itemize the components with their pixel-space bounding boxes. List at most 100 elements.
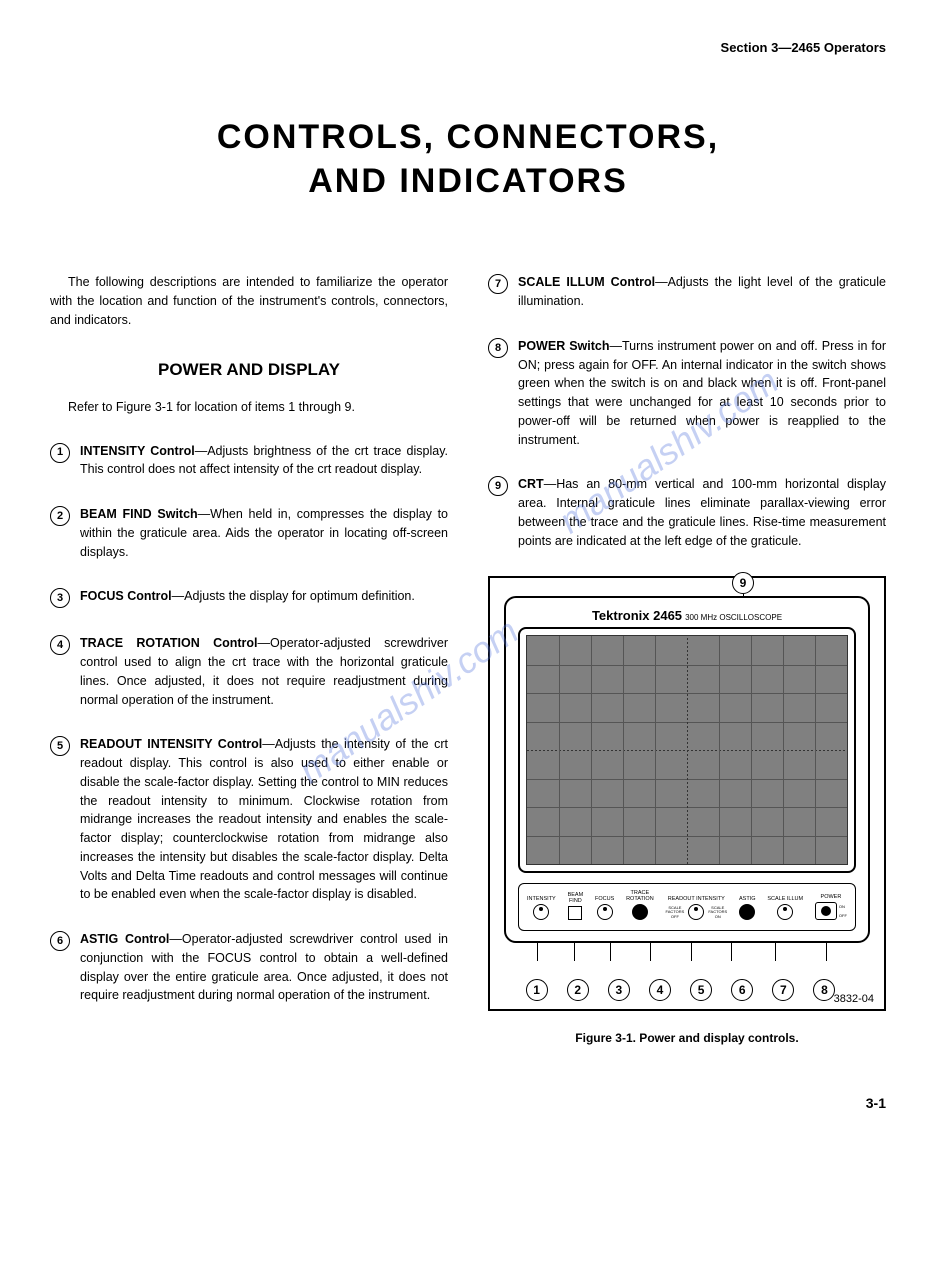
power-control: POWER ON OFF xyxy=(815,894,847,920)
scope-type: 300 MHz OSCILLOSCOPE xyxy=(685,613,782,622)
item-label: READOUT INTENSITY Control xyxy=(80,737,262,751)
sub-label: SCALEFACTORSON xyxy=(708,906,727,919)
item-text: BEAM FIND Switch—When held in, compresse… xyxy=(80,505,448,561)
gridline xyxy=(655,636,656,864)
control-panel: INTENSITY BEAMFIND FOCUS TRACEROTAT xyxy=(518,883,856,931)
item-text: CRT—Has an 80-mm vertical and 100-mm hor… xyxy=(518,475,886,550)
control-label: ASTIG xyxy=(739,896,756,902)
callout-number: 5 xyxy=(690,979,712,1001)
item-label: TRACE ROTATION Control xyxy=(80,636,258,650)
item-5: 5 READOUT INTENSITY Control—Adjusts the … xyxy=(50,735,448,904)
item-number: 5 xyxy=(50,736,70,756)
item-label: CRT xyxy=(518,477,544,491)
oscilloscope-diagram: 9 Tektronix 2465 300 MHz OSCILLOSCOPE xyxy=(504,596,870,1001)
item-3: 3 FOCUS Control—Adjusts the display for … xyxy=(50,587,448,608)
callout-number: 1 xyxy=(526,979,548,1001)
knob-icon xyxy=(632,904,648,920)
figure-3-1: 9 Tektronix 2465 300 MHz OSCILLOSCOPE xyxy=(488,576,886,1011)
control-label: TRACEROTATION xyxy=(626,890,654,902)
trace-rotation-control: TRACEROTATION xyxy=(626,890,654,920)
callout-number: 9 xyxy=(732,572,754,594)
beam-find-control: BEAMFIND xyxy=(568,892,584,920)
gridline xyxy=(783,636,784,864)
gridline xyxy=(623,636,624,864)
knob-icon xyxy=(777,904,793,920)
crt-screen xyxy=(526,635,848,865)
left-column: The following descriptions are intended … xyxy=(50,273,448,1045)
control-label: READOUT INTENSITY xyxy=(668,896,725,902)
knob-icon xyxy=(739,904,755,920)
title-line-1: CONTROLS, CONNECTORS, xyxy=(217,118,719,156)
item-label: POWER Switch xyxy=(518,339,610,353)
callout-lines xyxy=(504,943,870,961)
control-label: SCALE ILLUM xyxy=(767,896,803,902)
item-text: READOUT INTENSITY Control—Adjusts the in… xyxy=(80,735,448,904)
item-4: 4 TRACE ROTATION Control—Operator-adjust… xyxy=(50,634,448,709)
item-number: 8 xyxy=(488,338,508,358)
item-label: BEAM FIND Switch xyxy=(80,507,198,521)
readout-intensity-control: READOUT INTENSITY SCALEFACTORSOFF SCALEF… xyxy=(666,896,728,920)
item-text: INTENSITY Control—Adjusts brightness of … xyxy=(80,442,448,480)
callout-number: 4 xyxy=(649,979,671,1001)
item-number: 9 xyxy=(488,476,508,496)
scope-body: Tektronix 2465 300 MHz OSCILLOSCOPE xyxy=(504,596,870,943)
item-7: 7 SCALE ILLUM Control—Adjusts the light … xyxy=(488,273,886,311)
intensity-control: INTENSITY xyxy=(527,896,556,920)
item-desc: —Has an 80-mm vertical and 100-mm horizo… xyxy=(518,477,886,547)
item-label: ASTIG Control xyxy=(80,932,169,946)
item-text: ASTIG Control—Operator-adjusted screwdri… xyxy=(80,930,448,1005)
title-line-2: AND INDICATORS xyxy=(308,162,628,200)
gridline xyxy=(559,636,560,864)
knob-icon xyxy=(533,904,549,920)
item-text: TRACE ROTATION Control—Operator-adjusted… xyxy=(80,634,448,709)
item-label: FOCUS Control xyxy=(80,589,172,603)
gridline xyxy=(815,636,816,864)
knob-icon xyxy=(597,904,613,920)
figure-id: 3832-04 xyxy=(834,993,874,1005)
sub-label: SCALEFACTORSOFF xyxy=(666,906,685,919)
intro-paragraph: The following descriptions are intended … xyxy=(50,273,448,329)
item-number: 7 xyxy=(488,274,508,294)
knob-icon xyxy=(688,904,704,920)
item-8: 8 POWER Switch—Turns instrument power on… xyxy=(488,337,886,450)
item-number: 3 xyxy=(50,588,70,608)
control-label: BEAMFIND xyxy=(568,892,584,904)
scope-label: Tektronix 2465 300 MHz OSCILLOSCOPE xyxy=(518,608,856,623)
item-label: SCALE ILLUM Control xyxy=(518,275,655,289)
page-title: CONTROLS, CONNECTORS, AND INDICATORS xyxy=(50,115,886,203)
gridline xyxy=(591,636,592,864)
item-9: 9 CRT—Has an 80-mm vertical and 100-mm h… xyxy=(488,475,886,550)
content-columns: The following descriptions are intended … xyxy=(50,273,886,1045)
section-header: Section 3—2465 Operators xyxy=(50,40,886,55)
item-number: 4 xyxy=(50,635,70,655)
gridline xyxy=(751,636,752,864)
callout-number: 6 xyxy=(731,979,753,1001)
power-button-icon xyxy=(815,902,837,920)
scale-illum-control: SCALE ILLUM xyxy=(767,896,803,920)
item-text: FOCUS Control—Adjusts the display for op… xyxy=(80,587,448,608)
brand-name: Tektronix 2465 xyxy=(592,608,682,623)
callout-number: 8 xyxy=(813,979,835,1001)
page-number: 3-1 xyxy=(50,1095,886,1111)
item-2: 2 BEAM FIND Switch—When held in, compres… xyxy=(50,505,448,561)
right-column: 7 SCALE ILLUM Control—Adjusts the light … xyxy=(488,273,886,1045)
callout-row: 1 2 3 4 5 6 7 8 xyxy=(504,979,870,1001)
figure-caption: Figure 3-1. Power and display controls. xyxy=(488,1031,886,1045)
item-number: 2 xyxy=(50,506,70,526)
item-number: 1 xyxy=(50,443,70,463)
callout-number: 2 xyxy=(567,979,589,1001)
item-label: INTENSITY Control xyxy=(80,444,195,458)
control-label: INTENSITY xyxy=(527,896,556,902)
callout-number: 7 xyxy=(772,979,794,1001)
gridline xyxy=(719,636,720,864)
reference-text: Refer to Figure 3-1 for location of item… xyxy=(50,400,448,414)
off-label: OFF xyxy=(839,913,847,918)
control-label: FOCUS xyxy=(595,896,614,902)
item-1: 1 INTENSITY Control—Adjusts brightness o… xyxy=(50,442,448,480)
item-desc: —Adjusts the intensity of the crt readou… xyxy=(80,737,448,901)
item-text: SCALE ILLUM Control—Adjusts the light le… xyxy=(518,273,886,311)
focus-control: FOCUS xyxy=(595,896,614,920)
item-6: 6 ASTIG Control—Operator-adjusted screwd… xyxy=(50,930,448,1005)
astig-control: ASTIG xyxy=(739,896,756,920)
item-desc: —Adjusts the display for optimum definit… xyxy=(172,589,415,603)
